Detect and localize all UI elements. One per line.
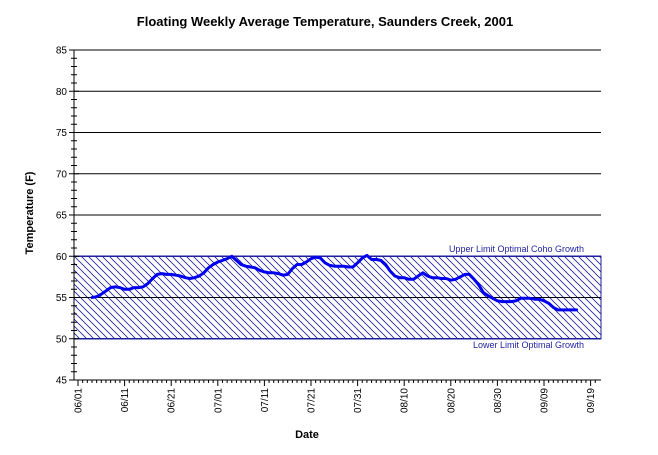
lower-limit-label: Lower Limit Optimal Growth	[473, 340, 584, 350]
y-tick-label: 45	[56, 376, 68, 387]
series-group	[90, 253, 579, 312]
x-tick-label: 09/09	[540, 388, 551, 413]
y-tick-label: 85	[56, 46, 68, 57]
x-tick-label: 07/31	[353, 388, 364, 413]
x-tick-label: 07/21	[307, 388, 318, 413]
y-tick-label: 50	[56, 334, 68, 345]
chart-title: Floating Weekly Average Temperature, Sau…	[137, 14, 513, 29]
x-tick-label: 07/11	[260, 388, 271, 413]
y-tick-label: 70	[56, 169, 68, 180]
x-tick-label: 08/10	[400, 388, 411, 413]
x-tick-label: 08/30	[493, 388, 504, 413]
upper-limit-label: Upper Limit Optimal Coho Growth	[449, 244, 584, 254]
x-tick-label: 06/11	[120, 388, 131, 413]
y-axis-title: Temperature (F)	[24, 171, 36, 254]
y-tick-label: 75	[56, 128, 68, 139]
y-tick-label: 55	[56, 293, 68, 304]
x-tick-label: 06/01	[74, 388, 85, 413]
y-tick-label: 80	[56, 87, 68, 98]
x-tick-label: 09/19	[586, 388, 597, 413]
y-tick-label: 65	[56, 211, 68, 222]
axes: 45 50 55 60 65 70 75 80 85 06/01 06/11 06/21 07/01 07…	[56, 46, 601, 413]
y-tick-label: 60	[56, 252, 68, 263]
x-axis-title: Date	[295, 429, 319, 441]
x-tick-label: 08/20	[446, 388, 457, 413]
temperature-series-line	[90, 253, 579, 312]
x-tick-label: 07/01	[213, 388, 224, 413]
x-tick-label: 06/21	[167, 388, 178, 413]
